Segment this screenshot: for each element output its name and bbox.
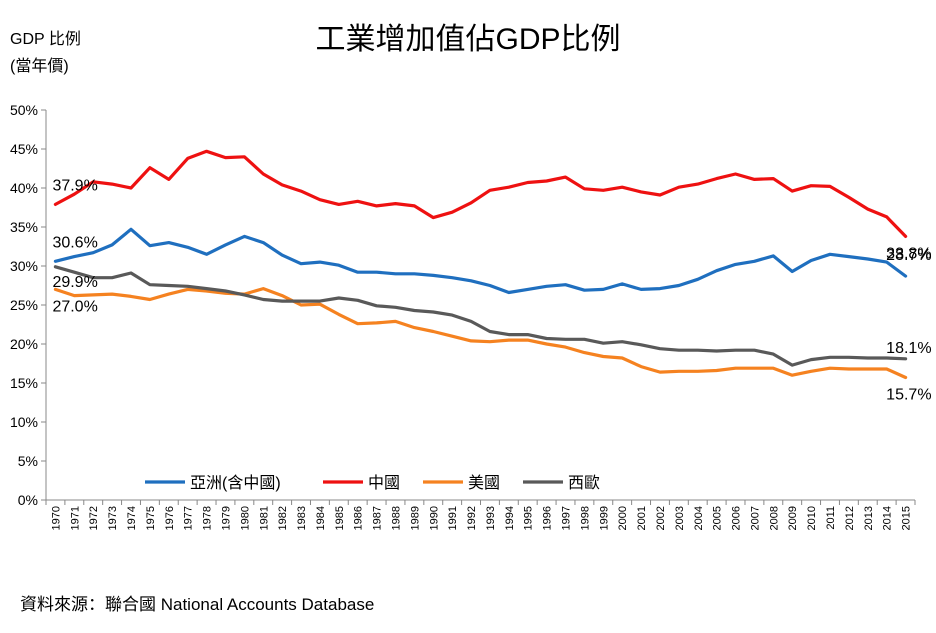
data-label-end: 18.1%: [886, 340, 931, 357]
series-line-3: [53, 287, 908, 380]
x-tick-label: 1974: [126, 506, 138, 530]
x-tick-label: 1983: [296, 506, 308, 530]
data-label-start: 29.9%: [52, 274, 97, 291]
y-tick-label: 45%: [10, 141, 38, 157]
x-tick-label: 2004: [693, 506, 705, 530]
x-tick-label: 1988: [390, 506, 402, 530]
x-tick-label: 2008: [768, 506, 780, 530]
x-tick-label: 1975: [145, 506, 157, 530]
legend-label: 中國: [368, 474, 400, 492]
x-tick-label: 2002: [655, 506, 667, 530]
x-tick-label: 1973: [107, 506, 119, 530]
x-tick-label: 1994: [504, 506, 516, 530]
x-tick-label: 1970: [50, 506, 62, 530]
x-tick-label: 2003: [674, 506, 686, 530]
series-line-2: [53, 149, 908, 238]
y-tick-label: 25%: [10, 297, 38, 313]
legend-label: 美國: [468, 474, 500, 492]
x-tick-label: 1993: [485, 506, 497, 530]
x-tick-label: 1990: [428, 506, 440, 530]
x-tick-label: 1998: [579, 506, 591, 530]
x-tick-label: 1996: [542, 506, 554, 530]
x-tick-label: 1979: [220, 506, 232, 530]
data-label-start: 37.9%: [52, 177, 97, 194]
y-tick-label: 30%: [10, 258, 38, 274]
x-tick-label: 1978: [202, 506, 214, 530]
x-tick-label: 1997: [561, 506, 573, 530]
series-line-4: [53, 265, 908, 367]
series-line-1: [53, 227, 908, 295]
x-tick-label: 1992: [466, 506, 478, 530]
x-tick-label: 1980: [239, 506, 251, 530]
x-tick-label: 2006: [731, 506, 743, 530]
y-tick-label: 5%: [18, 453, 38, 469]
chart-title: 工業增加值佔GDP比例: [315, 23, 621, 56]
y-tick-label: 15%: [10, 375, 38, 391]
y-axis-title: GDP 比例 (當年價): [10, 26, 81, 80]
x-tick-label: 2013: [863, 506, 875, 530]
x-tick-label: 1991: [447, 506, 459, 530]
x-tick-label: 2005: [712, 506, 724, 530]
x-tick-label: 2007: [749, 506, 761, 530]
data-label-end: 33.8%: [886, 245, 931, 262]
x-tick-label: 1981: [258, 506, 270, 530]
y-tick-label: 0%: [18, 492, 38, 508]
data-label-end: 28.7%: [886, 247, 931, 264]
y-axis-note: (當年價): [10, 58, 69, 75]
y-tick-label: 20%: [10, 336, 38, 352]
y-tick-label: 40%: [10, 180, 38, 196]
x-tick-label: 1989: [409, 506, 421, 530]
x-tick-label: 1984: [315, 506, 327, 530]
y-tick-label: 50%: [10, 102, 38, 118]
x-tick-label: 2015: [901, 506, 913, 530]
data-label-start: 27.0%: [52, 298, 97, 315]
x-tick-label: 1995: [523, 506, 535, 530]
data-label-end: 15.7%: [886, 387, 931, 404]
x-tick-label: 2012: [844, 506, 856, 530]
x-tick-label: 2011: [825, 506, 837, 530]
x-tick-label: 1982: [277, 506, 289, 530]
x-tick-label: 2014: [882, 506, 894, 530]
x-tick-label: 2009: [787, 506, 799, 530]
x-tick-label: 2000: [617, 506, 629, 530]
x-tick-label: 1972: [88, 506, 100, 530]
x-tick-label: 1976: [164, 506, 176, 530]
x-tick-label: 1985: [334, 506, 346, 530]
source-note: 資料來源：聯合國 National Accounts Database: [20, 595, 375, 614]
x-tick-label: 1987: [372, 506, 384, 530]
legend-label: 亞洲(含中國): [190, 474, 281, 492]
y-tick-label: 35%: [10, 219, 38, 235]
y-axis-label: GDP 比例: [10, 31, 81, 48]
y-tick-label: 10%: [10, 414, 38, 430]
x-tick-label: 1977: [183, 506, 195, 530]
data-label-start: 30.6%: [52, 234, 97, 251]
x-tick-label: 2001: [636, 506, 648, 530]
legend-label: 西歐: [568, 474, 600, 492]
x-tick-label: 2010: [806, 506, 818, 530]
x-tick-label: 1999: [598, 506, 610, 530]
x-tick-label: 1986: [353, 506, 365, 530]
x-tick-label: 1971: [69, 506, 81, 530]
